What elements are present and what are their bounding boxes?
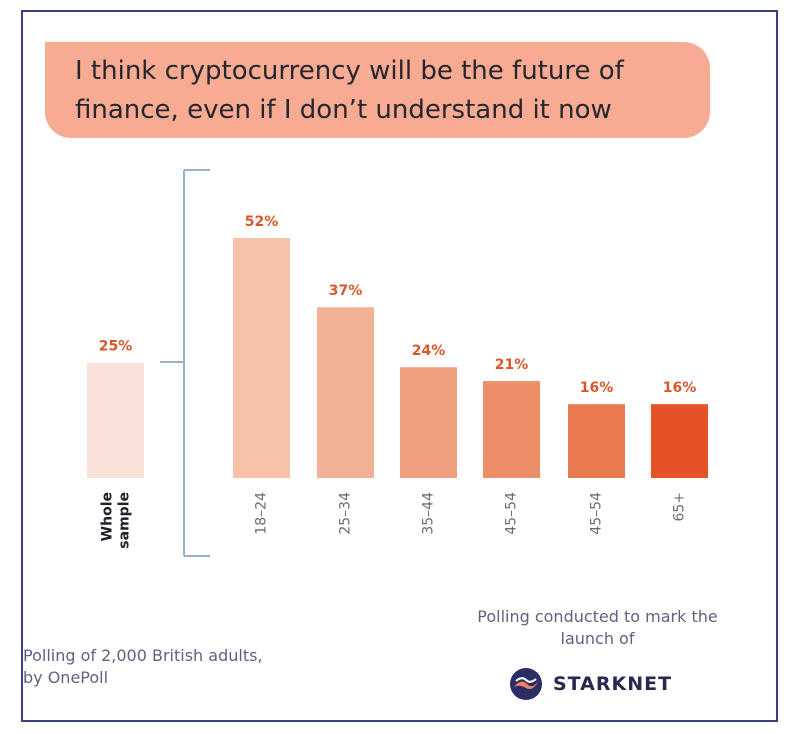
bar-0 (87, 362, 144, 478)
category-label-2: 25–34 (338, 492, 354, 535)
value-label-6: 16% (663, 380, 697, 396)
value-label-0: 25% (99, 339, 133, 355)
category-label-3: 35–44 (421, 492, 437, 535)
group-bracket (160, 169, 210, 557)
value-label-1: 52% (245, 214, 279, 230)
category-label-6: 65+ (672, 492, 688, 522)
brand-logo: STARKNET (509, 666, 672, 702)
brand-name-part2: NET (627, 673, 673, 695)
launch-note: Polling conducted to mark the launch of (477, 607, 718, 648)
value-label-4: 21% (495, 357, 529, 373)
bar-5 (568, 404, 625, 478)
category-label-5: 45–54 (589, 492, 605, 535)
value-label-2: 37% (329, 283, 363, 299)
value-label-5: 16% (580, 380, 614, 396)
category-label-4: 45–54 (504, 492, 520, 535)
chart-title: I think cryptocurrency will be the futur… (75, 56, 624, 125)
title-banner: I think cryptocurrency will be the futur… (45, 42, 710, 138)
bar-3 (400, 367, 457, 478)
category-label-1: 18–24 (254, 492, 270, 535)
category-label-0: Wholesample (100, 492, 133, 549)
bar-2 (317, 307, 374, 478)
starknet-logo-icon (510, 668, 542, 700)
bar-1 (233, 238, 290, 478)
brand-name: STARKNET (553, 673, 672, 695)
source-note: Polling of 2,000 British adults, by OneP… (23, 646, 263, 687)
bar-4 (483, 381, 540, 478)
value-label-3: 24% (412, 343, 446, 359)
brand-name-part1: STARK (553, 673, 628, 695)
bar-6 (651, 404, 708, 478)
